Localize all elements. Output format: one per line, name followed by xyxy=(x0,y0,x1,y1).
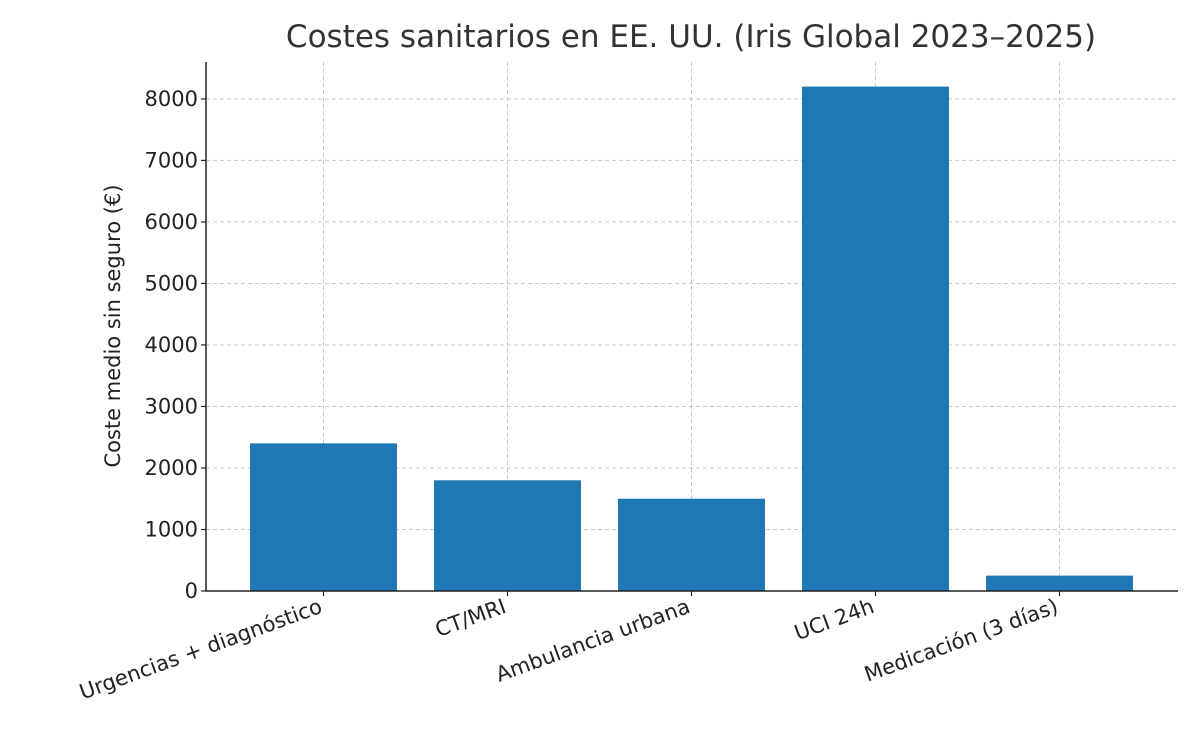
bar xyxy=(986,575,1133,591)
y-tick-label: 2000 xyxy=(145,456,198,480)
x-tick-label: Medicación (3 días) xyxy=(861,594,1061,686)
y-tick-label: 4000 xyxy=(145,333,198,357)
y-tick-label: 7000 xyxy=(145,148,198,172)
y-axis-label: Coste medio sin seguro (€) xyxy=(101,184,125,467)
bar xyxy=(434,480,581,591)
x-tick-label: Urgencias + diagnóstico xyxy=(76,594,325,704)
y-tick-label: 1000 xyxy=(145,517,198,541)
bar xyxy=(250,443,397,591)
x-tick-label: UCI 24h xyxy=(791,594,877,645)
x-tick-label: Ambulancia urbana xyxy=(493,594,694,687)
bar xyxy=(618,498,765,591)
bars-layer xyxy=(250,86,1133,592)
y-tick-label: 6000 xyxy=(145,210,198,234)
x-tick-label: CT/MRI xyxy=(432,594,509,642)
y-tick-label: 0 xyxy=(185,579,198,603)
y-tick-label: 3000 xyxy=(145,394,198,418)
y-tick-label: 8000 xyxy=(145,87,198,111)
chart-title: Costes sanitarios en EE. UU. (Iris Globa… xyxy=(286,19,1096,55)
y-tick-label: 5000 xyxy=(145,271,198,295)
bar xyxy=(802,86,949,592)
